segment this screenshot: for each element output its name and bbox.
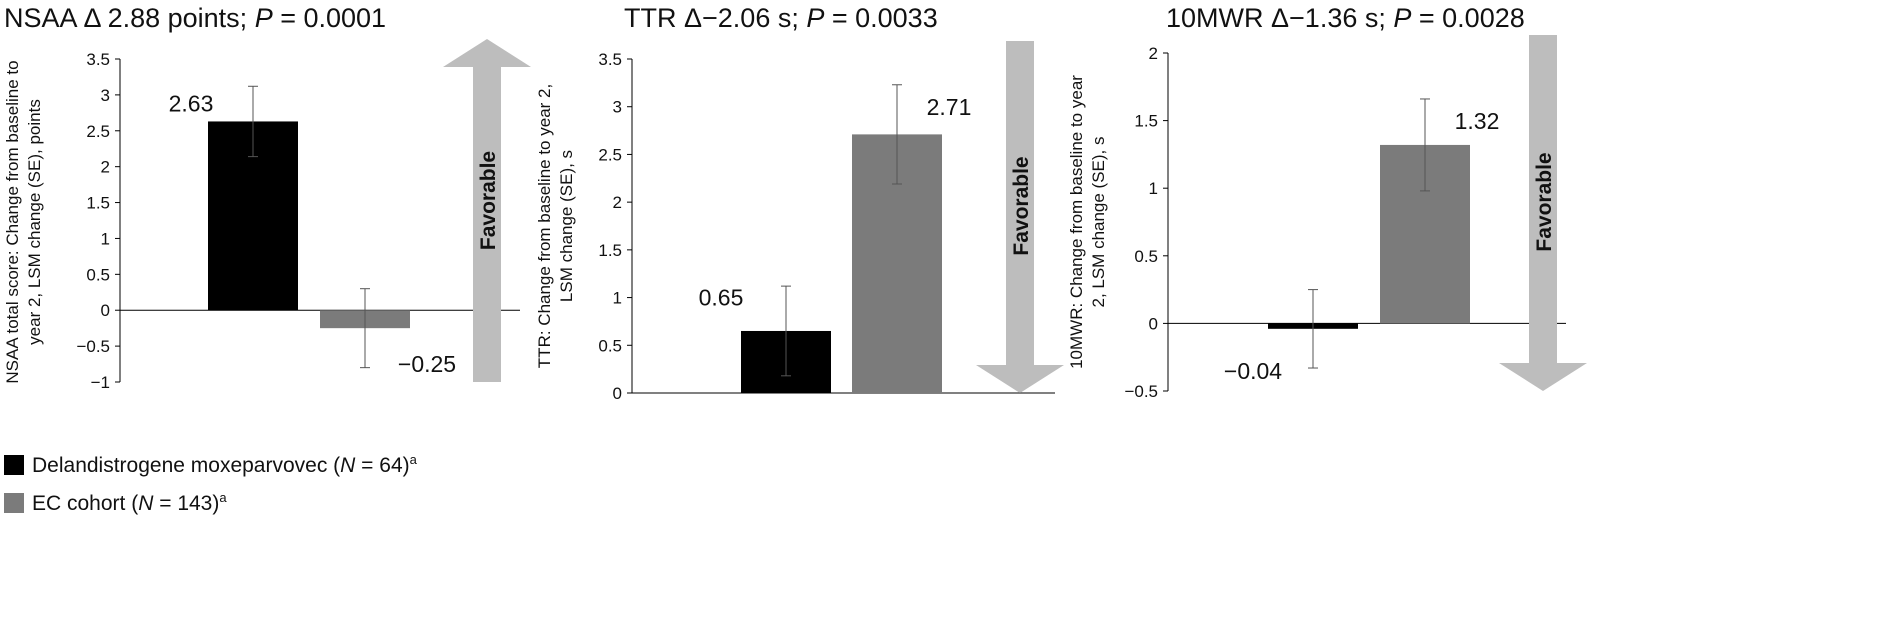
y-tick-label: 3 bbox=[101, 86, 110, 105]
legend-label-treatment: Delandistrogene moxeparvovec (N = 64)a bbox=[32, 452, 417, 477]
legend-swatch-treatment bbox=[4, 455, 24, 475]
y-tick-label: 1 bbox=[101, 229, 110, 248]
legend-item-control: EC cohort (N = 143)a bbox=[4, 490, 227, 516]
data-label: −0.04 bbox=[1224, 358, 1282, 384]
chart-title: TTR Δ−2.06 s; P = 0.0033 bbox=[624, 3, 938, 33]
chart-panel-1: NSAA Δ 2.88 points; P = 0.0001 3.5 3 2.5 2 1.… bbox=[3, 3, 531, 392]
chart-panel-2: TTR Δ−2.06 s; P = 0.00333.532.521.510.50… bbox=[535, 3, 1064, 403]
y-tick-label: 2 bbox=[1149, 44, 1158, 63]
chart-title-p-value: = 0.0001 bbox=[273, 3, 386, 33]
favorable-arrow bbox=[1499, 35, 1587, 391]
data-label: 0.65 bbox=[699, 285, 744, 311]
y-tick-label: 3.5 bbox=[86, 50, 110, 69]
y-tick-label: 0 bbox=[101, 301, 110, 320]
y-tick-label: 0.5 bbox=[1134, 247, 1158, 266]
chart-panel-3: 10MWR Δ−1.36 s; P = 0.0028 2 1.5 1 0.5 0 −0.5 1… bbox=[1067, 3, 1587, 401]
data-label: 2.71 bbox=[927, 94, 972, 120]
data-label: 2.63 bbox=[169, 91, 214, 117]
chart-title: 10MWR Δ−1.36 s; P = 0.0028 bbox=[1166, 3, 1525, 33]
favorable-arrow bbox=[976, 41, 1064, 393]
y-tick-label: 3.5 bbox=[598, 50, 622, 69]
favorable-arrow-label: Favorable bbox=[477, 151, 500, 250]
y-axis-label: 10MWR: Change from baseline to year 2, LS… bbox=[1067, 75, 1108, 369]
legend-label-control: EC cohort (N = 143)a bbox=[32, 490, 227, 515]
chart-title-p-label: P bbox=[255, 3, 273, 33]
legend-item-treatment: Delandistrogene moxeparvovec (N = 64)a bbox=[4, 452, 417, 478]
chart-title-text: TTR Δ−2.06 s; bbox=[624, 3, 806, 33]
chart-title-p-value: = 0.0033 bbox=[824, 3, 937, 33]
y-tick-label: 2 bbox=[613, 193, 622, 212]
y-tick-label: −0.5 bbox=[1124, 382, 1158, 401]
y-axis-label-line: NSAA total score: Change from baseline t… bbox=[3, 60, 22, 383]
y-axis-label-line: 10MWR: Change from baseline to year bbox=[1067, 75, 1086, 369]
y-tick-label: 1.5 bbox=[1134, 112, 1158, 131]
legend-swatch-control bbox=[4, 493, 24, 513]
y-tick-label: 0.5 bbox=[86, 265, 110, 284]
favorable-arrow-label: Favorable bbox=[1010, 156, 1033, 255]
data-label: −0.25 bbox=[398, 351, 456, 377]
y-tick-label: 2 bbox=[101, 158, 110, 177]
y-axis-label: TTR: Change from baseline to year 2, LSM … bbox=[535, 84, 576, 368]
y-axis-label-line: 2, LSM change (SE), s bbox=[1089, 136, 1108, 307]
y-axis-label-line: year 2, LSM change (SE), points bbox=[25, 99, 44, 345]
y-tick-label: 2.5 bbox=[598, 145, 622, 164]
y-tick-label: −1 bbox=[91, 373, 110, 392]
favorable-arrow bbox=[443, 39, 531, 382]
chart-title-p-label: P bbox=[806, 3, 824, 33]
chart-title-text: 10MWR Δ−1.36 s; bbox=[1166, 3, 1393, 33]
y-axis-label-line: LSM change (SE), s bbox=[557, 150, 576, 302]
favorable-arrow-label: Favorable bbox=[1533, 152, 1556, 251]
y-tick-label: 3 bbox=[613, 98, 622, 117]
chart-title-p-value: = 0.0028 bbox=[1411, 3, 1524, 33]
y-tick-label: 1 bbox=[613, 289, 622, 308]
y-tick-label: 0 bbox=[613, 384, 622, 403]
data-label: 1.32 bbox=[1455, 108, 1500, 134]
y-tick-label: 1.5 bbox=[86, 194, 110, 213]
y-tick-label: 2.5 bbox=[86, 122, 110, 141]
y-tick-label: 0.5 bbox=[598, 336, 622, 355]
chart-title-text: NSAA Δ 2.88 points; bbox=[4, 3, 255, 33]
y-axis-label-line: TTR: Change from baseline to year 2, bbox=[535, 84, 554, 368]
y-tick-label: −0.5 bbox=[76, 337, 110, 356]
y-tick-label: 0 bbox=[1149, 314, 1158, 333]
chart-title-p-label: P bbox=[1393, 3, 1411, 33]
y-tick-label: 1 bbox=[1149, 179, 1158, 198]
chart-title: NSAA Δ 2.88 points; P = 0.0001 bbox=[4, 3, 386, 33]
y-axis-label: NSAA total score: Change from baseline t… bbox=[3, 60, 44, 383]
y-tick-label: 1.5 bbox=[598, 241, 622, 260]
